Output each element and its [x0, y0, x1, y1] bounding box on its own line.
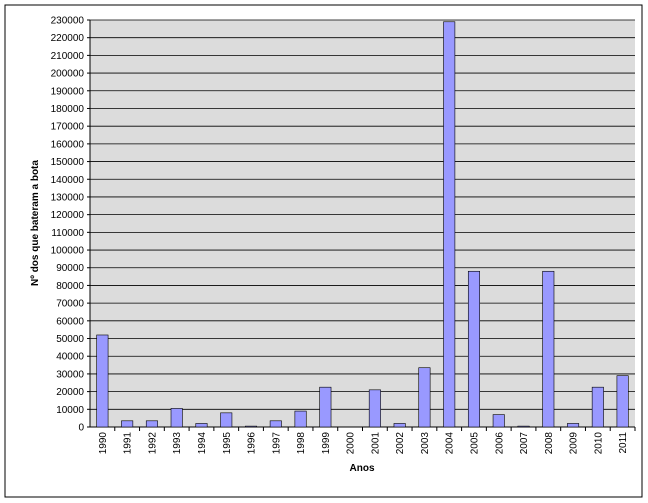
x-tick-label: 2011	[618, 432, 629, 454]
x-tick-label: 1991	[123, 432, 134, 455]
bar	[96, 334, 109, 428]
y-axis-title: Nº dos que bateram a bota	[30, 160, 41, 286]
y-tick-label: 170000	[51, 122, 85, 133]
y-tick-label: 0	[78, 423, 84, 434]
bar	[616, 375, 629, 428]
y-tick-label: 160000	[51, 139, 85, 150]
bar	[319, 386, 332, 428]
bar	[567, 423, 580, 428]
y-tick-label: 10000	[56, 405, 84, 416]
bar	[269, 420, 282, 428]
x-tick-label: 1999	[321, 432, 332, 455]
bar	[443, 21, 456, 428]
bar	[591, 386, 604, 428]
x-tick-label: 2008	[544, 432, 555, 455]
x-tick-label: 1993	[172, 432, 183, 455]
y-tick-label: 190000	[51, 86, 85, 97]
bar	[121, 420, 134, 428]
y-tick-label: 90000	[56, 263, 84, 274]
y-tick-label: 50000	[56, 334, 84, 345]
y-tick-label: 180000	[51, 104, 85, 115]
bar	[542, 270, 555, 428]
bar	[492, 414, 505, 428]
bar	[245, 425, 258, 428]
x-axis-title: Anos	[350, 463, 375, 474]
y-tick-label: 70000	[56, 299, 84, 310]
x-tick-label: 2000	[346, 432, 357, 455]
bar	[467, 270, 480, 428]
x-tick-label: 1990	[98, 432, 109, 455]
bar	[368, 389, 381, 428]
x-tick-label: 2003	[420, 432, 431, 455]
x-tick-label: 2001	[370, 432, 381, 455]
y-tick-label: 140000	[51, 175, 85, 186]
y-tick-label: 210000	[51, 51, 85, 62]
x-tick-label: 2007	[519, 432, 530, 455]
y-tick-label: 220000	[51, 33, 85, 44]
y-tick-label: 20000	[56, 387, 84, 398]
bar	[393, 423, 406, 428]
x-tick-label: 2002	[395, 432, 406, 455]
x-tick-label: 1997	[271, 432, 282, 455]
y-tick-label: 120000	[51, 210, 85, 221]
y-tick-label: 150000	[51, 157, 85, 168]
bar	[195, 423, 208, 428]
x-tick-label: 2009	[569, 432, 580, 455]
bar	[517, 425, 530, 428]
x-tick-label: 1995	[222, 432, 233, 455]
bar	[418, 367, 431, 428]
bar	[294, 410, 307, 428]
y-tick-label: 110000	[51, 228, 84, 239]
y-tick-label: 60000	[56, 316, 84, 327]
x-tick-label: 2005	[469, 432, 480, 455]
x-tick-label: 2006	[494, 432, 505, 455]
y-tick-label: 40000	[56, 352, 84, 363]
y-tick-label: 130000	[51, 192, 85, 203]
x-tick-label: 1994	[197, 432, 208, 455]
x-tick-label: 2010	[593, 432, 604, 455]
y-tick-label: 230000	[51, 16, 85, 27]
bar	[220, 412, 233, 428]
bar	[170, 408, 183, 428]
y-tick-label: 100000	[51, 246, 85, 257]
x-tick-label: 2004	[445, 432, 456, 455]
bar	[145, 420, 158, 428]
y-tick-label: 30000	[56, 369, 84, 380]
x-tick-label: 1996	[247, 432, 258, 455]
y-tick-label: 80000	[56, 281, 84, 292]
x-tick-label: 1992	[147, 432, 158, 455]
x-tick-label: 1998	[296, 432, 307, 455]
y-tick-label: 200000	[51, 69, 85, 80]
